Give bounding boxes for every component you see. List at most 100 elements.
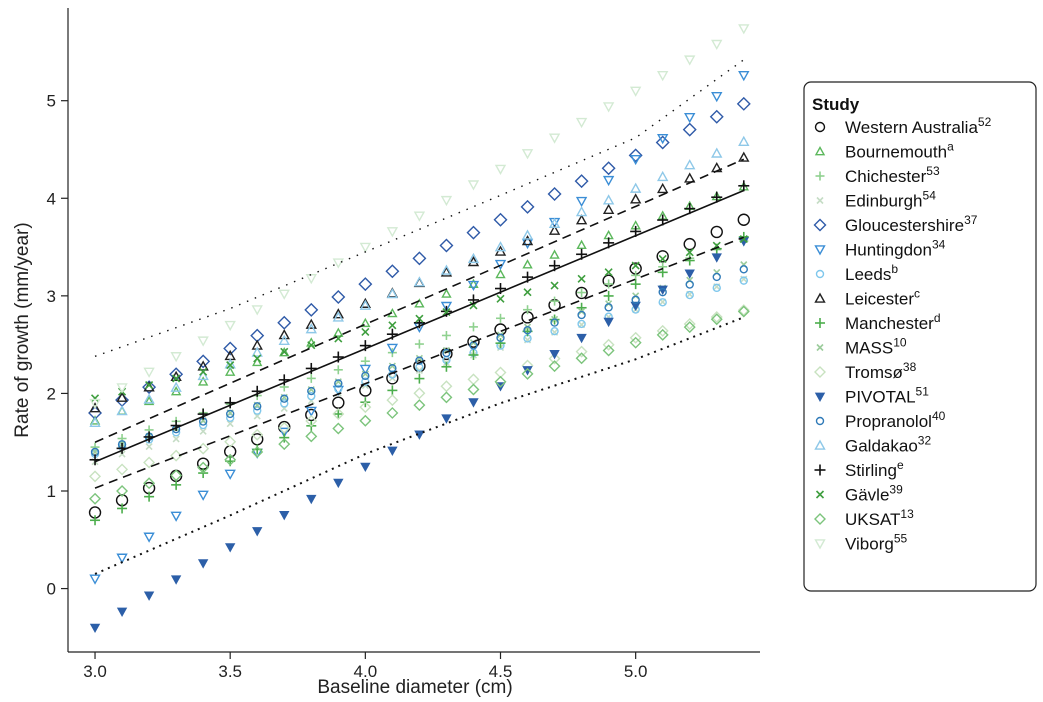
data-point bbox=[494, 375, 507, 388]
data-point bbox=[360, 356, 370, 366]
data-point bbox=[629, 331, 642, 344]
data-point bbox=[602, 194, 615, 205]
data-point bbox=[738, 24, 750, 35]
legend-label: Bournemoutha bbox=[845, 140, 954, 162]
data-point bbox=[604, 303, 613, 312]
series-mass bbox=[91, 261, 748, 456]
data-point bbox=[442, 346, 451, 355]
data-point bbox=[658, 287, 667, 297]
data-point bbox=[279, 347, 290, 357]
data-point bbox=[224, 366, 236, 376]
data-point bbox=[91, 448, 99, 456]
data-point bbox=[495, 338, 506, 349]
plot-area bbox=[88, 24, 751, 634]
data-point bbox=[334, 379, 343, 388]
data-point bbox=[170, 511, 182, 522]
data-point bbox=[278, 438, 291, 451]
legend-label: UKSAT13 bbox=[845, 507, 914, 529]
data-point bbox=[711, 253, 722, 263]
data-point bbox=[415, 314, 424, 323]
data-point bbox=[711, 191, 723, 203]
data-point bbox=[440, 391, 453, 404]
data-point bbox=[522, 259, 533, 269]
data-point bbox=[575, 286, 588, 300]
data-point bbox=[548, 360, 561, 373]
legend-marker bbox=[814, 146, 826, 156]
data-point bbox=[711, 39, 723, 51]
data-point bbox=[739, 234, 748, 244]
data-point bbox=[575, 352, 588, 365]
data-point bbox=[386, 394, 399, 407]
data-point bbox=[170, 381, 182, 392]
data-point bbox=[710, 225, 723, 239]
data-point bbox=[550, 296, 560, 306]
data-layer bbox=[88, 24, 751, 634]
pi-upper-line bbox=[94, 59, 745, 358]
data-point bbox=[307, 341, 316, 350]
x-ticks: 3.0 3.5 4.0 4.5 5.0 bbox=[83, 652, 647, 681]
legend-item: Huntingdon34 bbox=[814, 238, 946, 260]
data-point bbox=[224, 320, 236, 332]
data-point bbox=[359, 414, 372, 427]
data-point bbox=[116, 405, 128, 416]
legend-item: Propranolol40 bbox=[815, 409, 946, 431]
data-point bbox=[738, 180, 750, 192]
x-tick-label: 4.5 bbox=[489, 662, 513, 681]
data-point bbox=[280, 399, 289, 408]
legend-label: PIVOTAL51 bbox=[845, 385, 929, 407]
data-point bbox=[224, 469, 236, 480]
data-point bbox=[684, 269, 695, 279]
data-point bbox=[224, 435, 237, 448]
data-point bbox=[196, 354, 211, 369]
legend-label: Huntingdon34 bbox=[845, 238, 946, 260]
data-point bbox=[575, 117, 588, 129]
y-axis-title: Rate of growth (mm/year) bbox=[12, 222, 33, 437]
data-point bbox=[253, 402, 262, 411]
legend-item: Leedsb bbox=[815, 262, 898, 284]
legend-label: Gävle39 bbox=[845, 483, 903, 505]
data-point bbox=[226, 361, 235, 370]
data-point bbox=[197, 490, 209, 501]
data-point bbox=[116, 553, 128, 564]
data-point bbox=[441, 361, 452, 372]
data-point bbox=[684, 112, 696, 124]
data-point bbox=[440, 301, 453, 313]
data-point bbox=[577, 319, 586, 329]
data-point bbox=[602, 102, 615, 113]
data-point bbox=[523, 288, 532, 297]
y-tick-label: 0 bbox=[47, 580, 56, 599]
data-point bbox=[629, 336, 642, 349]
legend-item: Gloucestershire37 bbox=[813, 213, 978, 235]
series-uksat bbox=[89, 305, 750, 505]
data-point bbox=[359, 242, 372, 254]
data-point bbox=[143, 477, 156, 490]
legend-box bbox=[803, 81, 1037, 592]
data-point bbox=[467, 252, 480, 264]
data-point bbox=[278, 421, 291, 434]
data-point bbox=[656, 324, 669, 337]
data-point bbox=[656, 328, 669, 341]
data-point bbox=[279, 432, 290, 443]
data-point bbox=[361, 370, 369, 378]
data-point bbox=[171, 479, 182, 490]
data-point bbox=[305, 323, 317, 334]
legend-label: Tromsø38 bbox=[845, 360, 917, 382]
data-point bbox=[656, 133, 669, 145]
data-point bbox=[575, 196, 588, 208]
data-point bbox=[361, 371, 370, 381]
data-point bbox=[737, 304, 750, 317]
data-point bbox=[197, 376, 209, 386]
data-point bbox=[305, 406, 317, 417]
legend-item: Gävle39 bbox=[815, 483, 903, 505]
data-point bbox=[305, 273, 317, 285]
legend-marker bbox=[815, 269, 825, 279]
data-point bbox=[144, 491, 155, 502]
data-point bbox=[279, 511, 290, 521]
data-point bbox=[199, 427, 207, 435]
legend-label: Manchesterd bbox=[845, 311, 941, 333]
data-point bbox=[414, 373, 425, 384]
legend-title: Study bbox=[812, 95, 860, 114]
data-point bbox=[332, 396, 345, 409]
data-point bbox=[629, 182, 642, 193]
legend-item: Edinburgh54 bbox=[816, 189, 936, 211]
